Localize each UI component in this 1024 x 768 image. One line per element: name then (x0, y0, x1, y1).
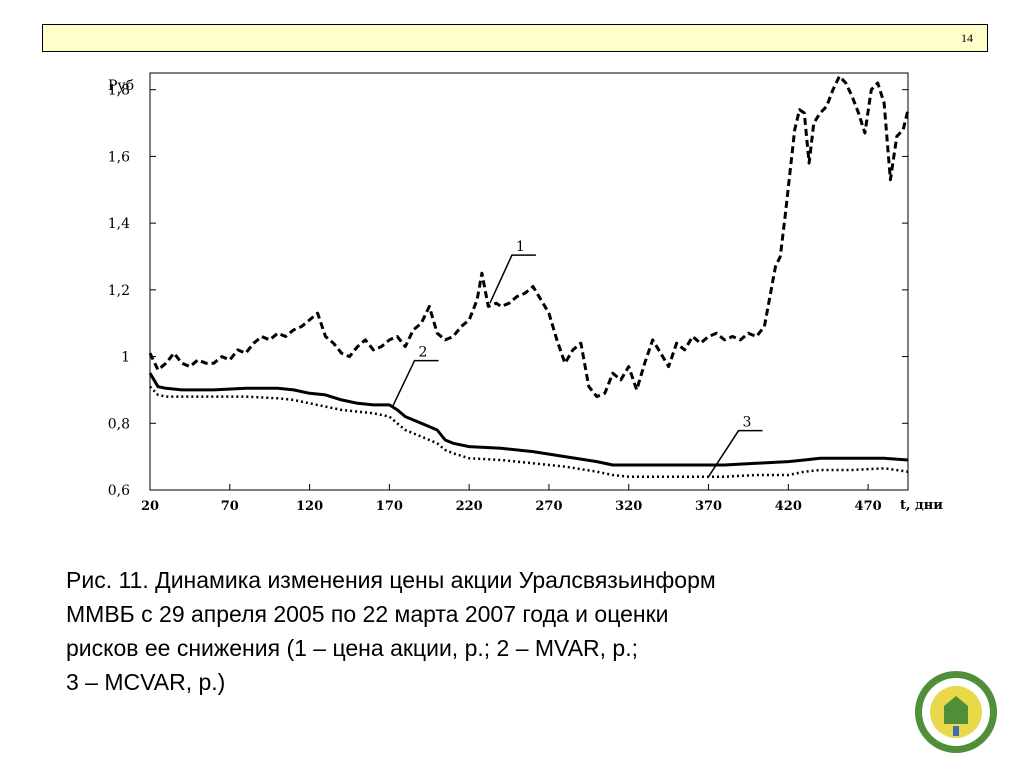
x-tick-label: 370 (695, 499, 722, 514)
caption-line: ММВБ с 29 апреля 2005 по 22 марта 2007 г… (66, 601, 669, 627)
y-axis-ticks: 0,6 0,8 1 1,2 1,4 1,6 1,8 (108, 83, 908, 499)
x-tick-label: 20 (141, 499, 159, 514)
annotation-leader-1 (489, 254, 536, 304)
x-tick-label: 270 (535, 499, 562, 514)
annotation-leader-2 (391, 359, 439, 407)
series-line-2 (148, 372, 909, 467)
y-tick-label: 1,4 (108, 216, 130, 232)
caption-line: Рис. 11. Динамика изменения цены акции У… (66, 567, 716, 593)
annotation-label-3: 3 (743, 415, 752, 431)
series-layer (148, 74, 910, 478)
x-tick-label: 320 (615, 499, 642, 514)
x-tick-label: 420 (775, 499, 802, 514)
x-axis-ticks: 20 70 120 170 220 270 320 370 420 470 (141, 484, 882, 514)
annotation-leader-3 (707, 429, 763, 478)
annotation-label-1: 1 (516, 239, 525, 255)
caption-line: рисков ее снижения (1 – цена акции, р.; … (66, 635, 638, 661)
university-seal-logo (915, 671, 997, 753)
y-tick-label: 0,8 (108, 416, 130, 432)
line-chart: 0,6 0,8 1 1,2 1,4 1,6 1,8 20 70 120 170 220 270 320 3… (108, 72, 943, 514)
x-tick-label: 170 (376, 499, 403, 514)
seal-emblem-icon (944, 696, 968, 724)
y-tick-label: 1,2 (108, 283, 130, 299)
x-tick-label: 470 (855, 499, 882, 514)
x-axis-label: t, дни (900, 498, 943, 513)
annotation-label-2: 2 (419, 345, 428, 361)
y-tick-label: 1 (121, 350, 130, 366)
annotation-layer: 1 2 3 (391, 239, 763, 478)
y-tick-label: 1,8 (108, 83, 130, 99)
page-number: 14 (961, 31, 973, 45)
y-axis-label: Руб (108, 78, 134, 94)
y-tick-label: 1,6 (108, 149, 130, 165)
caption-line: 3 – MCVAR, р.) (66, 669, 226, 695)
figure-caption: Рис. 11. Динамика изменения цены акции У… (66, 563, 966, 699)
plot-frame (149, 72, 909, 491)
x-tick-label: 70 (221, 499, 239, 514)
y-tick-label: 0,6 (108, 483, 130, 499)
series-line-3 (149, 385, 909, 478)
x-tick-label: 220 (456, 499, 483, 514)
x-tick-label: 120 (296, 499, 323, 514)
series-line-1 (148, 74, 910, 399)
slide-header-bar: 14 (42, 24, 988, 52)
